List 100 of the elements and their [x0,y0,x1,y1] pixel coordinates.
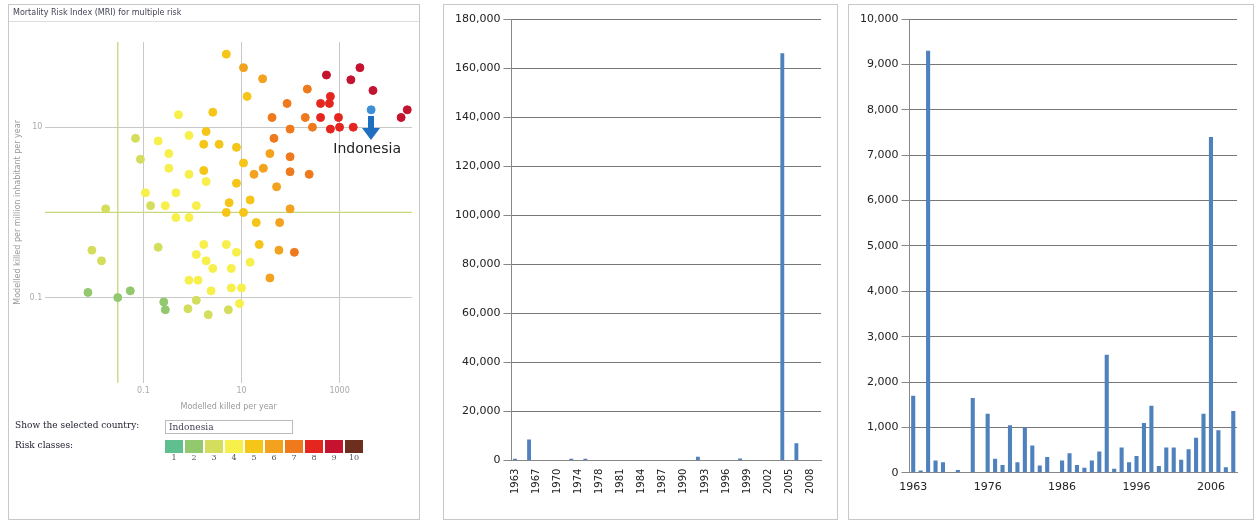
x-tick-label: 1963 [508,468,520,494]
x-tick-label: 1974 [571,468,583,494]
bar [985,413,990,473]
bar [1067,453,1072,473]
legend-label: 2 [191,453,197,462]
y-tick-label: 0 [891,465,899,479]
bar [1074,465,1080,473]
bar [1015,462,1020,473]
y-tick-label: 80,000 [461,257,501,271]
legend-label: 9 [331,453,337,462]
y-tick-label: 10,000 [859,11,899,25]
bar [911,395,916,473]
bar [1030,445,1035,473]
y-tick-label: 2,000 [866,374,899,388]
legend-label: 4 [231,453,237,462]
y-tick-label: 1,000 [866,420,899,434]
x-tick-label: 2008 [804,468,816,494]
bar [1216,430,1221,473]
legend-label: 3 [211,453,217,462]
bar [1164,447,1169,473]
bar [527,439,532,461]
text: Show the selected country: [15,420,141,430]
bar [1156,465,1161,473]
bar [993,458,998,473]
y-tick-label: 40,000 [461,355,501,369]
bar [1194,437,1199,473]
x-tick-label: 1990 [677,468,689,494]
x-tick-label: 1996 [719,468,731,494]
y-axis-title: Modelled killed per million inhabitant per year [12,119,22,305]
x-tick-label: 1981 [614,468,626,494]
bar [926,50,931,473]
x-tick-label: 1987 [656,468,668,494]
bar [1179,459,1184,473]
text: Indonesia [165,420,293,434]
bar [970,397,975,473]
bar [940,462,946,473]
bar [1186,449,1191,473]
x-tick-label: 1976 [973,480,1002,494]
y-tick-label: 60,000 [461,306,501,320]
bar [1171,447,1176,473]
bar [1097,451,1102,473]
x-tick-label: 1993 [698,468,710,494]
y-tick-label: 180,000 [454,11,501,25]
x-axis-title: Modelled killed per year [180,402,278,412]
text: Risk classes: [15,440,75,450]
bar [1208,136,1213,473]
y-tick-label: 100,000 [454,208,501,222]
bar [1022,427,1027,473]
y-tick-label: 160,000 [454,60,501,74]
x-tick-label: 1984 [635,468,647,494]
x-tick-label: 10 [236,385,247,395]
x-tick-label: 2006 [1196,480,1225,494]
x-tick-label: 0.1 [137,385,150,395]
y-tick-label: 9,000 [866,57,899,71]
x-tick-label: 1986 [1048,480,1077,494]
y-tick-label: 0 [493,453,501,467]
bar [933,460,938,473]
x-tick-label: 1963 [899,480,928,494]
x-tick-label: 1967 [529,468,541,494]
x-tick-label: 1978 [593,468,605,494]
legend-label: 5 [251,453,257,462]
bar [1223,467,1228,473]
legend-label: 7 [291,453,297,462]
bar [1045,456,1050,473]
y-tick-label: 20,000 [461,404,501,418]
y-tick-label: 6,000 [866,193,899,207]
annotation: Indonesia [333,140,401,157]
bar [794,443,799,461]
bar [1231,411,1236,473]
y-tick-label: 8,000 [866,102,899,116]
y-tick-label: 5,000 [866,238,899,252]
y-tick-label: 120,000 [454,159,501,173]
bar [1134,456,1139,473]
y-tick-label: 140,000 [454,109,501,123]
x-tick-label: 1000 [329,385,350,395]
bar [1119,447,1124,473]
x-tick-label: 1996 [1122,480,1151,494]
y-tick-label: 3,000 [866,329,899,343]
bar [1201,413,1206,473]
bar [1007,425,1013,473]
y-tick-label: 4,000 [866,284,899,298]
bar [1127,462,1132,473]
legend-label: 8 [311,453,317,462]
bar [1089,460,1094,473]
legend-label: 6 [271,453,277,462]
legend-label: 10 [348,453,360,462]
x-tick-label: 2002 [761,468,773,494]
bar [695,456,700,461]
chart-title: Mortality Risk Index (MRI) for multiple risk [9,5,419,22]
x-tick-label: 1999 [740,468,752,494]
y-tick-label: 7,000 [866,148,899,161]
bar [1149,405,1154,473]
bar [1141,422,1146,473]
bar [1104,354,1109,473]
x-tick-label: 2005 [782,468,794,494]
bar [780,53,785,461]
bar [1060,460,1065,473]
bar [1000,465,1005,473]
legend-label: 1 [171,453,177,462]
x-tick-label: 1970 [550,468,562,494]
